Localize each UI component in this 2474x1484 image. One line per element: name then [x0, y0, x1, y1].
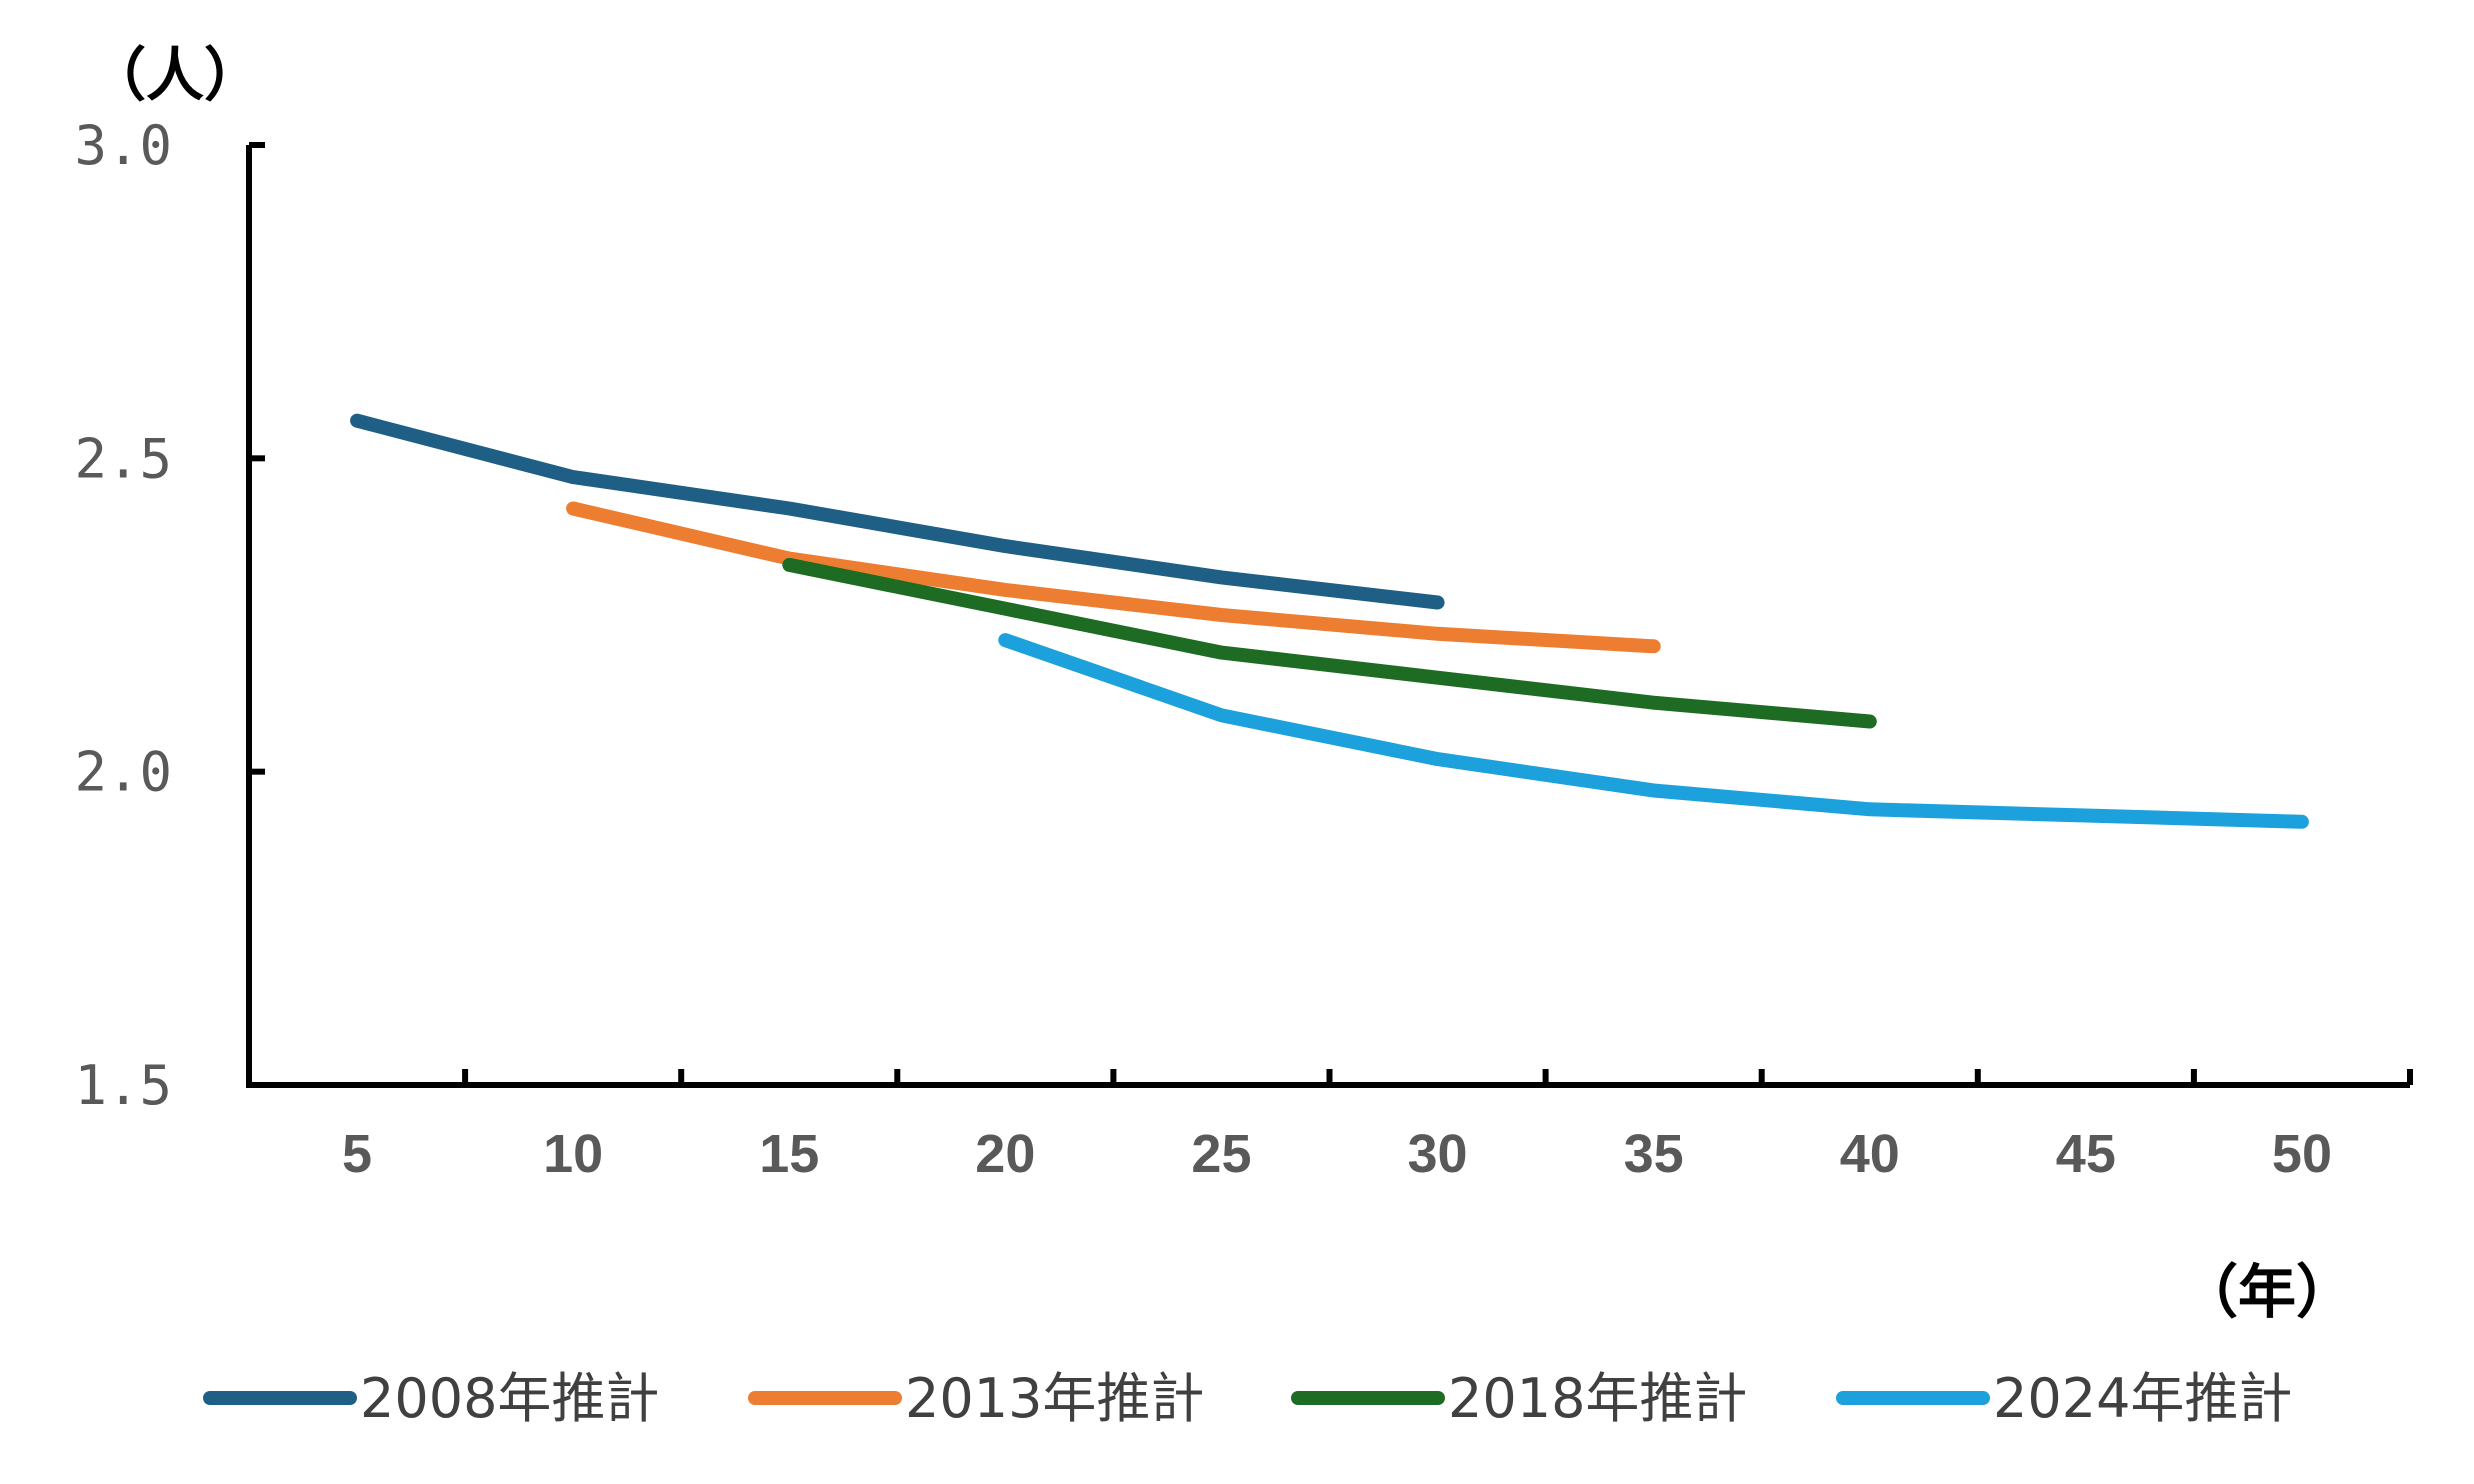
series-line-4: [998, 633, 2309, 829]
series-layer: [350, 413, 2309, 829]
x-tick-label: 15: [759, 1124, 819, 1184]
y-axis-unit-label: （人）: [88, 41, 262, 109]
y-tick-label: 3.0: [74, 114, 172, 177]
x-tick-label: 25: [1191, 1124, 1251, 1184]
legend-label: 2018年推計: [1448, 1367, 1747, 1430]
legend-label: 2024年推計: [1993, 1367, 2292, 1430]
y-axis-ticks: 1.5 2.0 2.5 3.0: [74, 114, 265, 1117]
y-tick-label: 2.5: [74, 427, 172, 490]
x-tick-label: 40: [1840, 1124, 1900, 1184]
x-tick-label: 20: [975, 1124, 1035, 1184]
series-line-2: [566, 501, 1661, 654]
legend-label: 2008年推計: [360, 1367, 659, 1430]
legend-label: 2013年推計: [905, 1367, 1204, 1430]
x-tick-label: 30: [1408, 1124, 1468, 1184]
axes: [246, 145, 2410, 1088]
x-tick-label: 45: [2056, 1124, 2116, 1184]
series-line-3: [782, 557, 1877, 729]
y-tick-label: 1.5: [74, 1054, 172, 1117]
x-tick-label: 5: [342, 1124, 372, 1184]
legend: 2008年推計 2013年推計 2018年推計 2024年推計: [203, 1367, 2292, 1430]
y-tick-label: 2.0: [74, 741, 172, 804]
x-axis-ticks: 5 10 15 20 25 30 35 40 45 50: [342, 1069, 2413, 1184]
x-tick-label: 10: [543, 1124, 603, 1184]
x-tick-label: 35: [1624, 1124, 1684, 1184]
series-line-1: [350, 413, 1445, 610]
x-axis-unit-label: （年）: [2180, 1258, 2354, 1326]
x-tick-label: 50: [2272, 1124, 2332, 1184]
